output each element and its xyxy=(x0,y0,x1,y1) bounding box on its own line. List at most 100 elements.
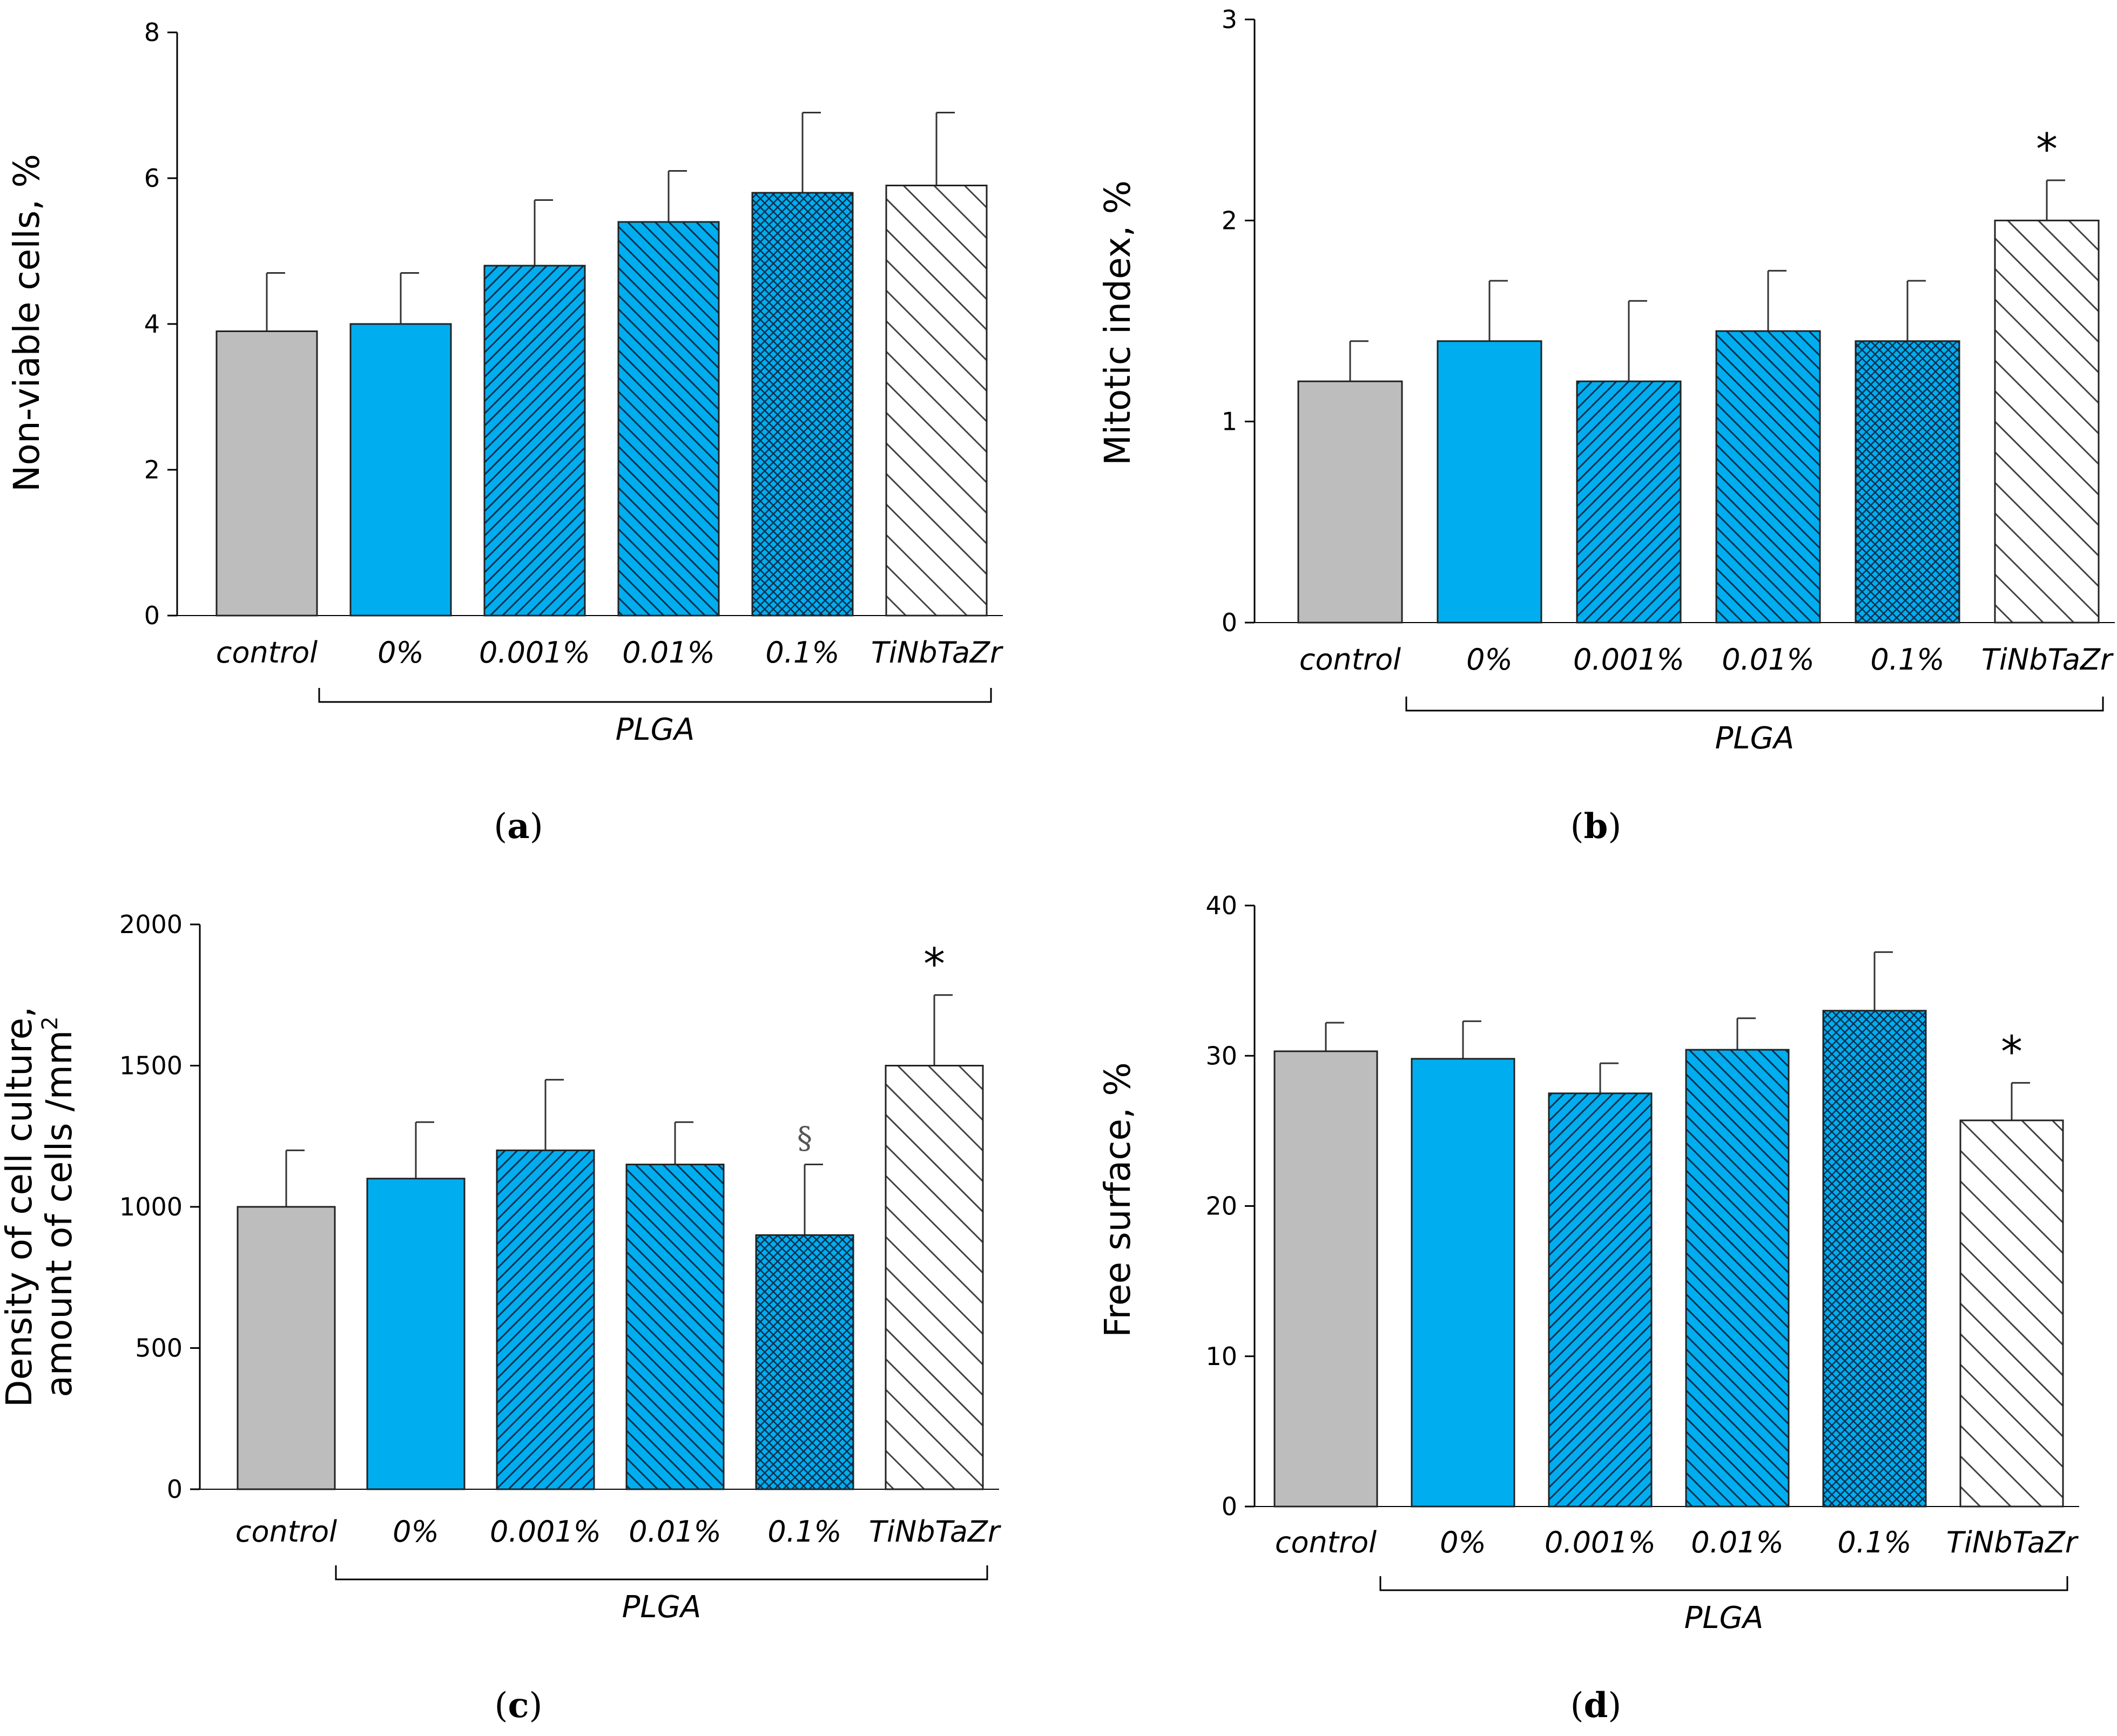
panel-c-annotation: § xyxy=(797,1121,812,1156)
panel-c-bar-2 xyxy=(496,1149,595,1490)
panel-c-group-label: PLGA xyxy=(622,1590,702,1625)
panel-d-category-label: TiNbTaZr xyxy=(1946,1525,2079,1559)
panel-d-bar-3 xyxy=(1685,1049,1790,1508)
panel-b-bar-3 xyxy=(1715,330,1821,624)
panel-a-category-label: 0.01% xyxy=(622,636,715,670)
panel-d-ytick-label: 20 xyxy=(1205,1192,1237,1221)
panel-b-group-label: PLGA xyxy=(1715,721,1795,756)
panel-a-category-label: TiNbTaZr xyxy=(871,636,1003,670)
panel-d-bar-0 xyxy=(1273,1050,1378,1508)
panel-d-label: (d) xyxy=(1570,1685,1622,1726)
panel-c-ytick-label: 1500 xyxy=(119,1051,183,1080)
panel-d-bar-4 xyxy=(1822,1010,1927,1508)
panel-c-category-label: 0.1% xyxy=(767,1515,841,1549)
panel-c-category-label: 0.01% xyxy=(629,1515,722,1549)
panel-b-category-label: control xyxy=(1299,643,1401,677)
panel-d-ylabel: Free surface, % xyxy=(1097,1062,1138,1338)
panel-a: 0 2 4 6 8 control 0% 0.001% 0.01% 0.1% TiNbTaZr PLG… xyxy=(6,18,1003,847)
panel-b-ylabel: Mitotic index, % xyxy=(1097,180,1138,465)
panel-b-bar-1 xyxy=(1437,340,1542,624)
panel-a-ytick-label: 6 xyxy=(144,164,160,193)
panel-d-ytick-label: 0 xyxy=(1222,1492,1237,1521)
panel-a-bars xyxy=(215,112,988,617)
panel-a-label: (a) xyxy=(494,806,543,847)
panel-b-category-label: TiNbTaZr xyxy=(1981,643,2114,677)
panel-c-bar-5 xyxy=(885,1065,984,1490)
panel-b-annotation: * xyxy=(2036,124,2058,174)
panel-c-category-label: 0.001% xyxy=(490,1515,601,1549)
panel-b-ytick-label: 1 xyxy=(1222,407,1237,436)
panel-d-axes: 0 10 20 30 40 control 0% 0.001% 0.01% 0.1% TiNbTaZ… xyxy=(1205,891,2079,1636)
panel-a-bar-3 xyxy=(617,221,720,617)
panel-a-bar-1 xyxy=(349,323,452,617)
panel-c-group-bracket xyxy=(335,1565,988,1580)
panel-d-ytick-label: 30 xyxy=(1205,1041,1237,1070)
panel-b-ytick-label: 3 xyxy=(1222,5,1237,34)
panel-d-category-label: control xyxy=(1275,1525,1377,1559)
panel-b-category-label: 0% xyxy=(1466,643,1513,677)
panel-c-bar-1 xyxy=(366,1178,466,1490)
panel-c: 0 500 1000 1500 2000 control 0% 0.001% 0.01% 0.1%… xyxy=(0,910,1001,1726)
panel-c-category-label: TiNbTaZr xyxy=(869,1515,1001,1549)
panel-d-annotation: * xyxy=(2001,1026,2022,1077)
panel-b-axes: 0 1 2 3 control 0% 0.001% 0.01% 0.1% TiNbTaZr PLGA xyxy=(1222,5,2115,756)
panel-a-category-label: control xyxy=(216,636,318,670)
panel-d-group-bracket xyxy=(1379,1576,2068,1591)
panel-c-annotation: * xyxy=(923,939,945,989)
panel-a-ylabel: Non-viable cells, % xyxy=(6,154,48,492)
panel-c-ytick-label: 2000 xyxy=(119,910,183,939)
panel-d-bars: * xyxy=(1273,951,2064,1508)
panel-d-bar-2 xyxy=(1548,1092,1653,1508)
panel-c-bar-3 xyxy=(625,1164,725,1490)
panel-c-category-label: 0% xyxy=(393,1515,439,1549)
panel-c-axes: 0 500 1000 1500 2000 control 0% 0.001% 0.01% 0.1%… xyxy=(119,910,1001,1625)
panel-b-group-bracket xyxy=(1405,697,2104,712)
panel-a-ytick-label: 0 xyxy=(144,601,160,630)
panel-c-bar-4 xyxy=(755,1234,854,1490)
panel-c-ylabel: Density of cell culture, amount of cells… xyxy=(0,1007,80,1407)
panel-d-category-label: 0.001% xyxy=(1545,1525,1656,1559)
panel-c-ytick-label: 500 xyxy=(135,1334,183,1363)
panel-b-ytick-label: 0 xyxy=(1222,608,1237,637)
panel-c-bar-0 xyxy=(237,1206,336,1490)
panel-d-group-label: PLGA xyxy=(1684,1600,1764,1636)
panel-a-ytick-label: 8 xyxy=(144,18,160,47)
panel-b-bar-4 xyxy=(1855,340,1960,624)
panel-c-ytick-label: 0 xyxy=(167,1475,183,1504)
panel-d-category-label: 0% xyxy=(1440,1525,1486,1559)
panel-a-group-label: PLGA xyxy=(616,712,695,747)
panel-c-category-label: control xyxy=(235,1515,337,1549)
panel-a-category-label: 0% xyxy=(377,636,424,670)
panel-a-category-label: 0.1% xyxy=(765,636,839,670)
panel-c-label: (c) xyxy=(495,1685,543,1726)
panel-b-category-label: 0.1% xyxy=(1870,643,1944,677)
panel-a-ytick-label: 2 xyxy=(144,455,160,484)
panel-b-category-label: 0.01% xyxy=(1722,643,1815,677)
panel-b-category-label: 0.001% xyxy=(1573,643,1684,677)
panel-b-bar-5 xyxy=(1994,219,2100,624)
panel-d-bar-5 xyxy=(1959,1119,2064,1508)
panel-c-bars: §* xyxy=(237,939,984,1490)
panel-a-bar-5 xyxy=(885,185,988,617)
panel-a-group-bracket xyxy=(318,688,992,703)
panel-b-ytick-label: 2 xyxy=(1222,206,1237,235)
panel-d-bar-1 xyxy=(1411,1058,1515,1508)
panel-a-bar-4 xyxy=(751,192,854,617)
panel-c-ylabel-line1: Density of cell culture, xyxy=(0,1007,40,1407)
panel-c-ylabel-line2: amount of cells /mm2 xyxy=(38,1016,80,1397)
panel-b-label: (b) xyxy=(1570,806,1622,847)
panel-a-bar-0 xyxy=(215,330,318,617)
panel-c-ytick-label: 1000 xyxy=(119,1192,183,1221)
panel-a-axes: 0 2 4 6 8 control 0% 0.001% 0.01% 0.1% TiNbTaZr PLG… xyxy=(144,18,1003,747)
panel-a-ytick-label: 4 xyxy=(144,309,160,339)
panel-b-bar-2 xyxy=(1576,380,1682,624)
panel-b-bar-0 xyxy=(1297,380,1403,624)
panel-d-category-label: 0.01% xyxy=(1691,1525,1784,1559)
panel-a-bar-2 xyxy=(483,265,586,617)
panel-a-category-label: 0.001% xyxy=(479,636,590,670)
panel-d: 0 10 20 30 40 control 0% 0.001% 0.01% 0.1% TiNbTaZ… xyxy=(1097,891,2079,1726)
panel-d-category-label: 0.1% xyxy=(1837,1525,1911,1559)
panel-b: 0 1 2 3 control 0% 0.001% 0.01% 0.1% TiNbTaZr PLGA… xyxy=(1097,5,2115,847)
panel-d-ytick-label: 10 xyxy=(1205,1342,1237,1371)
